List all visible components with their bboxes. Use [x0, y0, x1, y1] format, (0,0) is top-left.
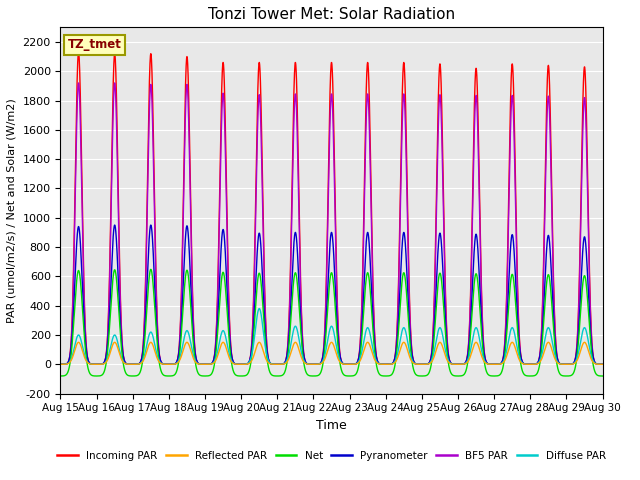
Legend: Incoming PAR, Reflected PAR, Net, Pyranometer, BF5 PAR, Diffuse PAR: Incoming PAR, Reflected PAR, Net, Pyrano… — [53, 446, 610, 465]
X-axis label: Time: Time — [316, 419, 347, 432]
Text: TZ_tmet: TZ_tmet — [67, 38, 122, 51]
Title: Tonzi Tower Met: Solar Radiation: Tonzi Tower Met: Solar Radiation — [208, 7, 455, 22]
Y-axis label: PAR (umol/m2/s) / Net and Solar (W/m2): PAR (umol/m2/s) / Net and Solar (W/m2) — [7, 98, 17, 323]
